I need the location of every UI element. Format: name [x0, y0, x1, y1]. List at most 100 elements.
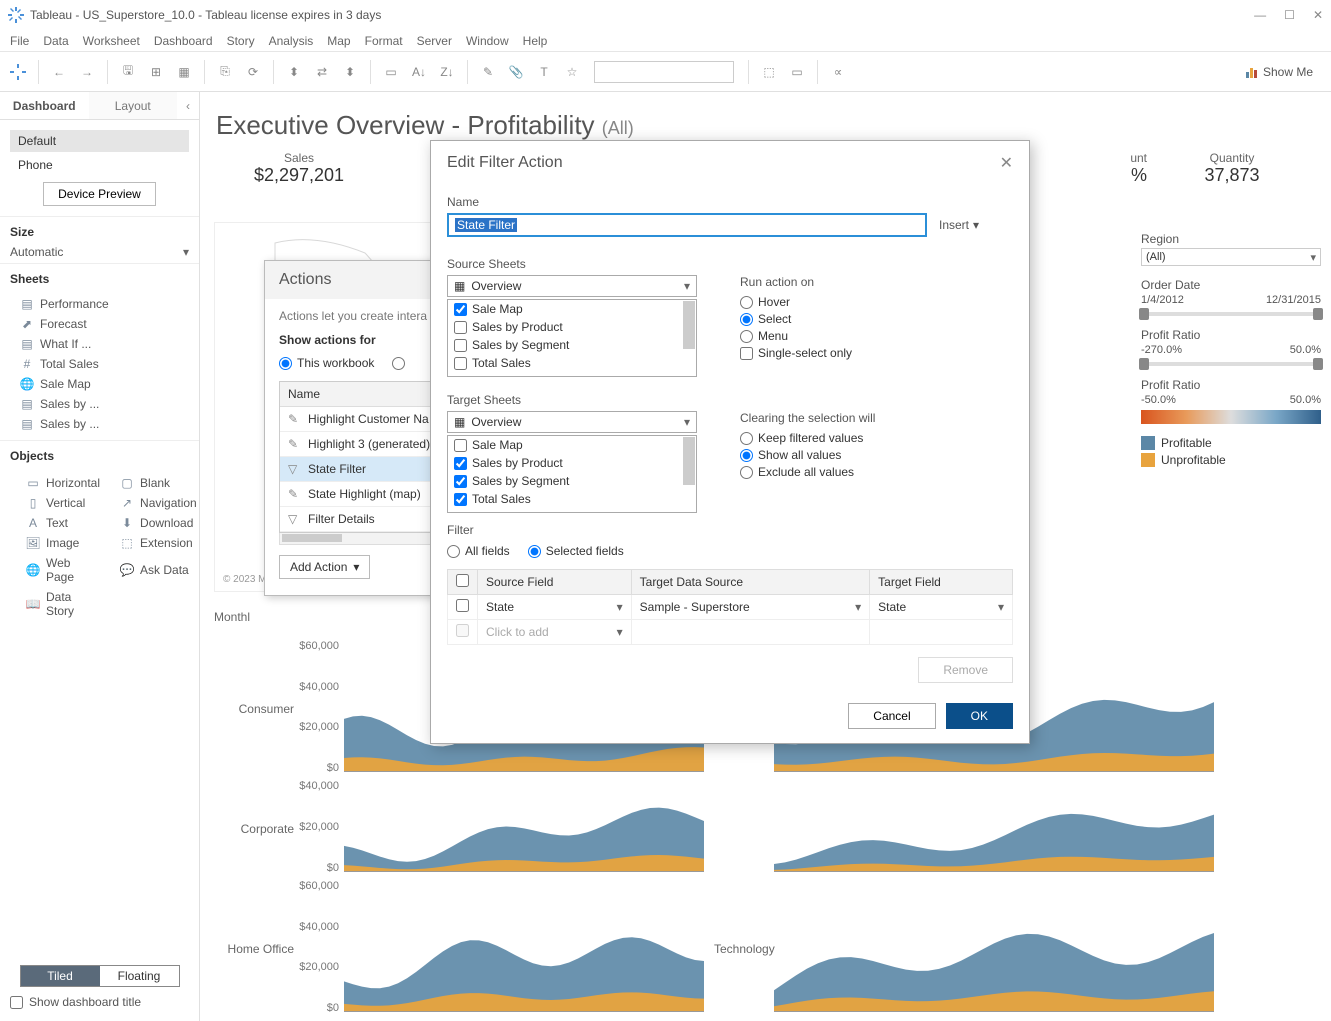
device-default[interactable]: Default: [10, 130, 189, 152]
target-select[interactable]: ▦ Overview ▾: [447, 411, 697, 433]
checklist-item[interactable]: Total Sales: [448, 490, 696, 508]
object-item[interactable]: ↗Navigation: [110, 493, 200, 513]
clearing-option[interactable]: Exclude all values: [740, 465, 1013, 479]
runaction-option[interactable]: Hover: [740, 295, 1013, 309]
minimize-button[interactable]: —: [1254, 8, 1266, 22]
sort-desc-icon[interactable]: ⬍: [338, 60, 362, 84]
filter-mode-option[interactable]: All fields: [447, 544, 510, 558]
remove-button[interactable]: Remove: [918, 657, 1013, 683]
checklist-item[interactable]: Sales by Segment: [448, 336, 696, 354]
menu-help[interactable]: Help: [523, 34, 548, 48]
object-item[interactable]: ▢Blank: [110, 473, 200, 493]
single-select-checkbox[interactable]: Single-select only: [740, 346, 1013, 360]
show-me-button[interactable]: Show Me: [1245, 65, 1325, 79]
clearing-option[interactable]: Show all values: [740, 448, 1013, 462]
name-input[interactable]: State Filter: [447, 213, 927, 237]
close-button[interactable]: ✕: [1313, 8, 1323, 22]
toolbar-search[interactable]: [594, 61, 734, 83]
area-chart[interactable]: [774, 880, 1214, 1015]
menu-worksheet[interactable]: Worksheet: [83, 34, 140, 48]
tiled-option[interactable]: Tiled: [21, 966, 100, 986]
menu-format[interactable]: Format: [365, 34, 403, 48]
menu-window[interactable]: Window: [466, 34, 509, 48]
region-select[interactable]: (All): [1141, 248, 1321, 266]
sort-z-icon[interactable]: Z↓: [435, 60, 459, 84]
pin-icon[interactable]: 📎: [504, 60, 528, 84]
sort-a-icon[interactable]: A↓: [407, 60, 431, 84]
maximize-button[interactable]: ☐: [1284, 8, 1295, 22]
checklist-item[interactable]: Sales by Product: [448, 454, 696, 472]
sheet-item[interactable]: 🌐Sale Map: [10, 374, 189, 394]
copy-icon[interactable]: ⎘: [213, 60, 237, 84]
sheet-item[interactable]: ▤What If ...: [10, 334, 189, 354]
text-icon[interactable]: T: [532, 60, 556, 84]
runaction-option[interactable]: Select: [740, 312, 1013, 326]
floating-option[interactable]: Floating: [100, 966, 179, 986]
tiled-floating-toggle[interactable]: Tiled Floating: [20, 965, 180, 987]
menu-data[interactable]: Data: [43, 34, 68, 48]
forward-icon[interactable]: →: [75, 60, 99, 84]
checklist-item[interactable]: Sales by Product: [448, 318, 696, 336]
dialog-close-icon[interactable]: ✕: [1000, 153, 1013, 173]
tableau-icon[interactable]: [6, 60, 30, 84]
orderdate-slider[interactable]: [1141, 312, 1321, 316]
object-item[interactable]: ⬇Download: [110, 513, 200, 533]
ok-button[interactable]: OK: [946, 703, 1013, 729]
menu-map[interactable]: Map: [327, 34, 350, 48]
object-item[interactable]: AText: [16, 513, 110, 533]
source-select[interactable]: ▦ Overview ▾: [447, 275, 697, 297]
target-checklist[interactable]: Sale MapSales by ProductSales by Segment…: [447, 435, 697, 513]
checklist-item[interactable]: Sale Map: [448, 300, 696, 318]
object-item[interactable]: [110, 587, 200, 621]
device-preview-button[interactable]: Device Preview: [43, 182, 156, 206]
checklist-item[interactable]: Sale Map: [448, 436, 696, 454]
new-data-icon[interactable]: ⊞: [144, 60, 168, 84]
tab-layout[interactable]: Layout: [89, 92, 178, 119]
show-title-checkbox[interactable]: [10, 996, 23, 1009]
object-item[interactable]: ▯Vertical: [16, 493, 110, 513]
show-dashboard-title[interactable]: Show dashboard title: [10, 995, 189, 1009]
checklist-item[interactable]: Total Sales: [448, 354, 696, 372]
object-item[interactable]: ▭Horizontal: [16, 473, 110, 493]
cancel-button[interactable]: Cancel: [848, 703, 935, 729]
area-chart[interactable]: [344, 880, 704, 1015]
refresh-icon[interactable]: ⟳: [241, 60, 265, 84]
insert-button[interactable]: Insert ▾: [939, 218, 979, 232]
sheet-item[interactable]: ▤Performance: [10, 294, 189, 314]
device-phone[interactable]: Phone: [10, 154, 189, 176]
collapse-icon[interactable]: ‹: [177, 92, 199, 119]
runaction-option[interactable]: Menu: [740, 329, 1013, 343]
object-item[interactable]: 💬Ask Data: [110, 553, 200, 587]
sheet-item[interactable]: #Total Sales: [10, 354, 189, 374]
back-icon[interactable]: ←: [47, 60, 71, 84]
sheet-item[interactable]: ▤Sales by ...: [10, 394, 189, 414]
menu-file[interactable]: File: [10, 34, 29, 48]
highlight-icon[interactable]: ✎: [476, 60, 500, 84]
sort-asc-icon[interactable]: ⬍: [282, 60, 306, 84]
menu-story[interactable]: Story: [227, 34, 255, 48]
object-item[interactable]: 🖼Image: [16, 533, 110, 553]
swap-icon[interactable]: ⇄: [310, 60, 334, 84]
sheet-item[interactable]: ⬈Forecast: [10, 314, 189, 334]
add-action-button[interactable]: Add Action▾: [279, 555, 370, 579]
share-icon[interactable]: ∝: [826, 60, 850, 84]
filter-checkall[interactable]: [456, 574, 469, 587]
profitratio-slider[interactable]: [1141, 362, 1321, 366]
radio-other[interactable]: [392, 356, 405, 370]
present-icon[interactable]: ▭: [785, 60, 809, 84]
object-item[interactable]: ⬚Extension: [110, 533, 200, 553]
tab-dashboard[interactable]: Dashboard: [0, 92, 89, 119]
menu-dashboard[interactable]: Dashboard: [154, 34, 213, 48]
save-icon[interactable]: 🖫: [116, 60, 140, 84]
filter-mode-option[interactable]: Selected fields: [528, 544, 624, 558]
object-item[interactable]: 📖Data Story: [16, 587, 110, 621]
object-item[interactable]: 🌐Web Page: [16, 553, 110, 587]
menu-server[interactable]: Server: [417, 34, 452, 48]
menu-analysis[interactable]: Analysis: [269, 34, 314, 48]
area-chart[interactable]: [774, 780, 1214, 875]
group-icon[interactable]: ▭: [379, 60, 403, 84]
area-chart[interactable]: [344, 780, 704, 875]
fit-icon[interactable]: ⬚: [757, 60, 781, 84]
size-value[interactable]: Automatic: [10, 245, 183, 259]
source-checklist[interactable]: Sale MapSales by ProductSales by Segment…: [447, 299, 697, 377]
